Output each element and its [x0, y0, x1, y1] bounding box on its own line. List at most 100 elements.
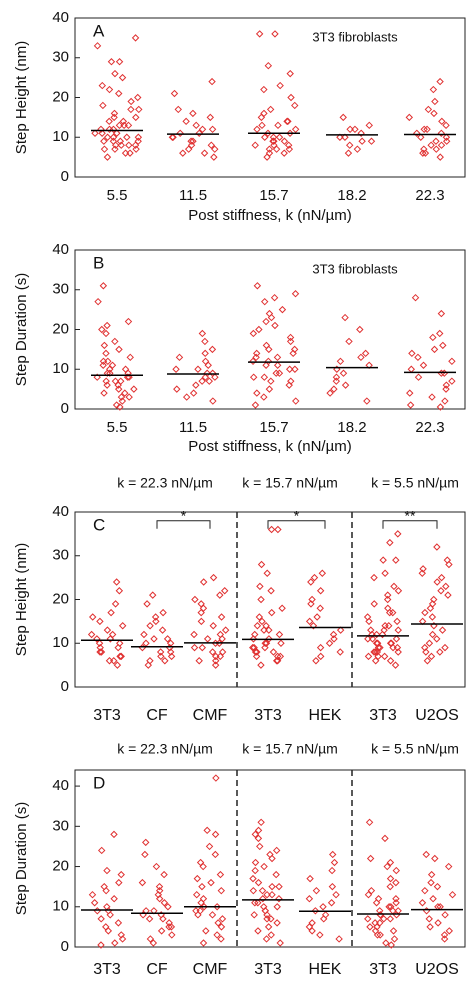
data-point: [255, 613, 264, 621]
data-point: [380, 915, 388, 923]
data-point: [436, 153, 444, 161]
data-point: [365, 617, 373, 626]
data-point: [209, 573, 218, 582]
data-point: [168, 931, 176, 939]
data-point: [318, 569, 327, 577]
data-point: [285, 365, 294, 373]
data-point: [208, 77, 216, 86]
data-point: [406, 389, 414, 397]
data-point: [270, 137, 278, 145]
data-point: [212, 657, 220, 665]
data-point: [138, 878, 147, 887]
y-tick-label: 0: [61, 938, 69, 955]
data-point: [430, 345, 439, 354]
y-tick-label: 20: [52, 590, 69, 607]
data-point: [373, 931, 382, 939]
data-point: [407, 365, 416, 373]
data-point: [124, 317, 133, 326]
data-point: [419, 361, 428, 369]
data-point: [112, 578, 121, 586]
data-point: [172, 365, 180, 373]
data-point: [127, 105, 135, 114]
data-point: [433, 578, 441, 586]
data-point: [308, 919, 316, 927]
data-point: [210, 153, 218, 161]
data-point: [109, 137, 118, 145]
data-point: [394, 587, 403, 595]
data-point: [275, 895, 283, 903]
data-point: [192, 121, 200, 130]
data-point: [442, 582, 450, 591]
data-point: [253, 125, 261, 134]
data-point: [256, 582, 264, 591]
data-point: [267, 313, 276, 322]
data-point: [211, 661, 220, 669]
data-point: [306, 874, 314, 883]
data-point: [371, 648, 380, 656]
data-point: [251, 899, 259, 907]
data-point: [341, 381, 350, 389]
group-label: k = 22.3 nN/µm: [117, 475, 213, 491]
data-point: [252, 652, 261, 661]
data-point: [194, 911, 202, 919]
data-point: [107, 608, 115, 617]
data-point: [249, 886, 258, 895]
data-point: [417, 133, 425, 141]
y-tick-label: 20: [52, 320, 69, 337]
data-point: [159, 915, 167, 923]
data-point: [436, 648, 444, 656]
data-point: [437, 141, 446, 149]
data-point: [273, 361, 282, 369]
data-point: [93, 907, 102, 915]
data-point: [151, 613, 160, 621]
data-point: [448, 377, 456, 385]
data-point: [143, 600, 151, 608]
data-point: [208, 125, 217, 134]
data-point: [429, 333, 437, 342]
data-point: [291, 125, 300, 134]
y-tick-label: 10: [52, 128, 69, 145]
data-point: [308, 927, 316, 935]
data-point: [167, 652, 176, 661]
data-point: [187, 141, 196, 149]
data-point: [207, 141, 216, 149]
data-point: [433, 543, 441, 551]
data-point: [258, 617, 266, 626]
data-point: [251, 866, 259, 875]
data-point: [316, 643, 325, 652]
significance-label: *: [181, 507, 187, 523]
data-point: [445, 560, 453, 569]
data-point: [257, 113, 266, 122]
data-point: [330, 385, 338, 393]
significance-bracket: [382, 520, 438, 529]
x-tick-label: 3T3: [369, 707, 397, 724]
data-point: [198, 882, 206, 891]
data-point: [433, 882, 442, 891]
data-point: [422, 850, 430, 859]
data-point: [123, 133, 131, 141]
data-point: [125, 393, 133, 401]
group-label: k = 15.7 nN/µm: [242, 741, 338, 757]
data-point: [117, 393, 126, 401]
y-axis-title: Step Duration (s): [13, 802, 30, 915]
data-point: [418, 899, 427, 907]
data-point: [309, 622, 318, 630]
x-tick-label: U2OS: [415, 961, 459, 978]
data-point: [265, 149, 274, 157]
data-point: [270, 293, 279, 302]
data-point: [108, 361, 117, 369]
data-point: [411, 293, 420, 302]
data-point: [103, 626, 112, 634]
data-point: [110, 895, 118, 903]
y-tick-label: 0: [61, 678, 69, 695]
data-point: [141, 850, 149, 859]
data-point: [115, 878, 123, 887]
data-point: [99, 282, 108, 290]
data-point: [390, 582, 398, 591]
significance-label: *: [294, 507, 300, 523]
data-point: [132, 113, 140, 122]
data-point: [421, 608, 429, 617]
data-point: [111, 939, 119, 947]
data-point: [249, 643, 257, 652]
data-point: [336, 357, 345, 366]
